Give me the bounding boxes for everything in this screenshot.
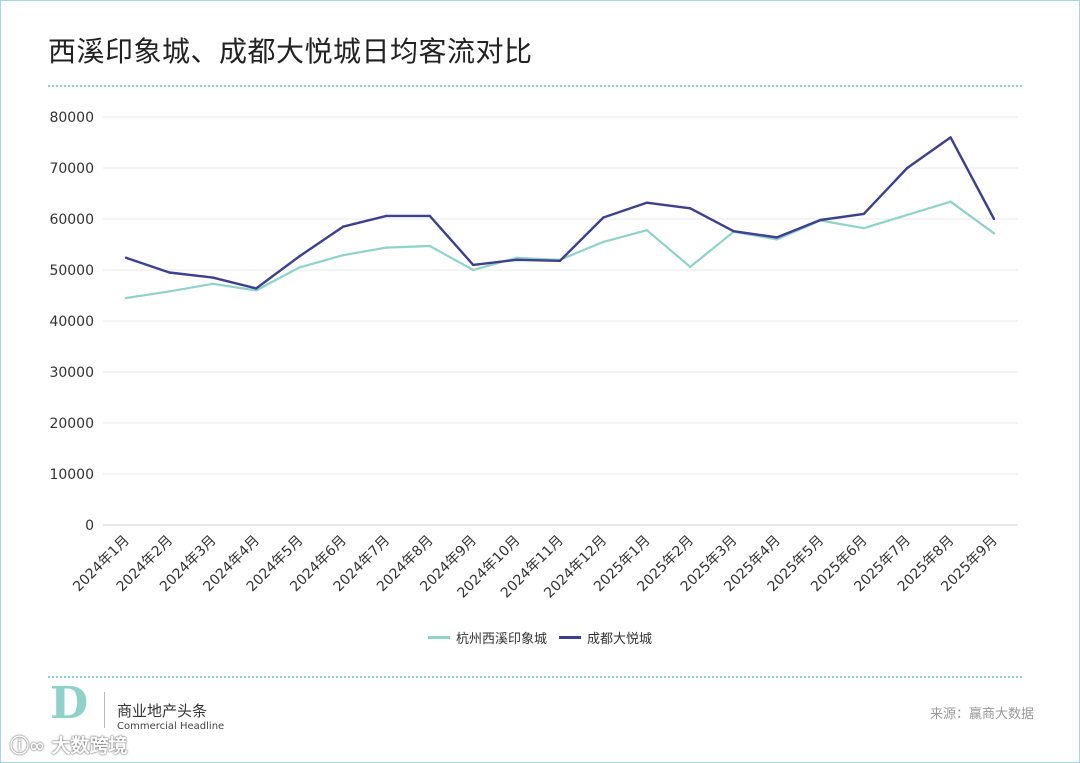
legend-item: 杭州西溪印象城 xyxy=(427,628,547,647)
brand-block: D 商业地产头条 Commercial Headline xyxy=(50,682,250,738)
legend-label: 成都大悦城 xyxy=(587,632,653,647)
legend-label: 杭州西溪印象城 xyxy=(455,632,547,647)
data-point xyxy=(992,217,996,221)
data-point xyxy=(949,136,952,139)
data-point xyxy=(602,216,605,219)
data-point xyxy=(862,226,865,230)
data-point xyxy=(472,268,475,272)
y-tick-label: 20000 xyxy=(49,416,94,432)
data-point xyxy=(775,238,779,241)
data-point xyxy=(428,214,431,218)
data-point xyxy=(515,256,518,259)
data-point xyxy=(515,258,518,261)
data-point xyxy=(385,214,388,218)
y-tick-label: 70000 xyxy=(49,161,94,177)
legend-swatch xyxy=(559,636,581,639)
data-point xyxy=(819,218,822,222)
data-point xyxy=(211,282,214,285)
data-point xyxy=(558,259,562,263)
top-divider xyxy=(48,85,1022,87)
y-tick-label: 10000 xyxy=(49,467,94,483)
brand-name-cn: 商业地产头条 xyxy=(117,702,208,720)
chart-title: 西溪印象城、成都大悦城日均客流对比 xyxy=(48,35,533,68)
data-point xyxy=(255,287,258,290)
source-note: 来源：赢商大数据 xyxy=(929,707,1034,722)
data-point xyxy=(645,201,648,204)
brand-logo: D xyxy=(50,678,89,729)
y-tick-label: 80000 xyxy=(49,110,94,126)
line-chart: 0 10000 20000 30000 40000 50000 60000 70000 8000… xyxy=(49,110,1018,601)
y-tick-label: 0 xyxy=(85,518,94,534)
y-tick-label: 50000 xyxy=(49,263,94,279)
data-point xyxy=(775,236,779,239)
data-point xyxy=(341,254,345,257)
data-point xyxy=(298,255,301,258)
legend-item: 成都大悦城 xyxy=(559,628,652,647)
data-point xyxy=(124,296,128,300)
data-point xyxy=(211,276,214,279)
data-point xyxy=(385,246,388,249)
brand-name-en: Commercial Headline xyxy=(117,721,225,732)
chart-legend: 杭州西溪印象城 成都大悦城 xyxy=(0,628,1080,647)
data-point xyxy=(472,263,475,267)
brand-separator xyxy=(104,692,105,728)
data-point xyxy=(906,166,909,170)
data-point xyxy=(168,271,171,274)
data-point xyxy=(602,240,605,244)
data-point xyxy=(124,256,128,259)
data-point xyxy=(689,207,692,210)
data-point xyxy=(992,232,996,235)
data-point xyxy=(428,244,431,248)
data-point xyxy=(298,266,301,269)
data-point xyxy=(689,265,692,269)
watermark: ⓘ∞ 大数跨境 xyxy=(10,735,128,757)
y-tick-label: 40000 xyxy=(49,314,94,330)
data-point xyxy=(949,200,952,203)
data-point xyxy=(168,290,171,293)
legend-swatch xyxy=(427,636,450,639)
data-point xyxy=(732,230,735,233)
data-point xyxy=(906,213,909,217)
data-point xyxy=(255,289,258,292)
series-line xyxy=(125,200,995,300)
bottom-divider xyxy=(48,676,1022,678)
data-point xyxy=(862,212,865,216)
y-tick-label: 30000 xyxy=(49,365,94,381)
y-tick-label: 60000 xyxy=(49,212,94,228)
watermark-text: 大数跨境 xyxy=(51,735,128,757)
data-point xyxy=(645,229,648,232)
data-point xyxy=(341,225,345,228)
